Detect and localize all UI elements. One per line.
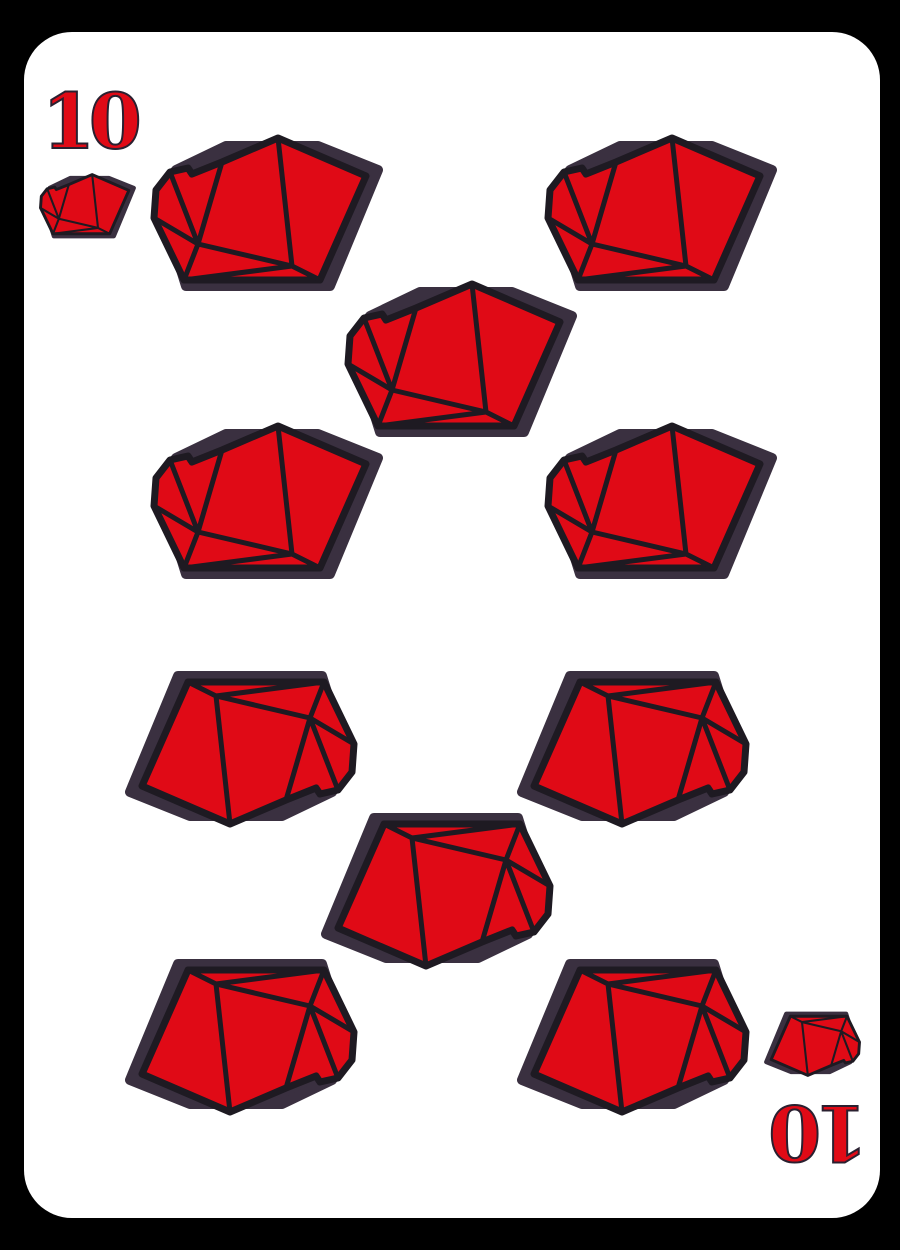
playing-card[interactable] bbox=[24, 32, 880, 1218]
red-gem-icon bbox=[38, 170, 138, 240]
corner-rank-top: 10 bbox=[41, 77, 143, 166]
red-gem-icon bbox=[762, 1010, 862, 1080]
corner-rank-bottom: 10 bbox=[773, 1087, 869, 1178]
